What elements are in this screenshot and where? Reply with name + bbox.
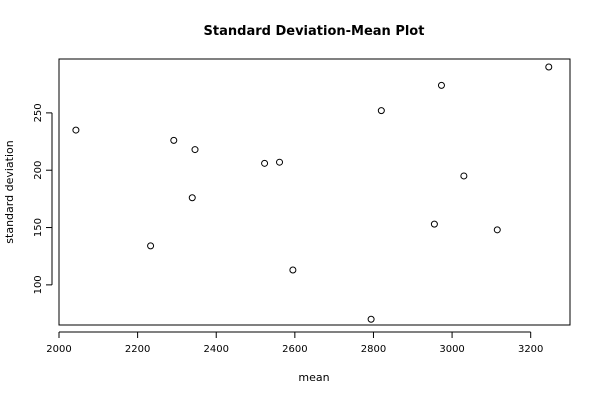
x-tick-label: 2400 xyxy=(204,344,229,355)
data-point xyxy=(170,136,178,144)
data-point xyxy=(261,159,269,167)
data-point xyxy=(377,107,385,115)
data-point xyxy=(545,63,553,71)
data-point xyxy=(276,158,284,166)
data-points xyxy=(72,63,553,323)
y-tick-label: 150 xyxy=(33,218,44,237)
x-axis-label: mean xyxy=(298,371,329,384)
data-point xyxy=(367,315,375,323)
y-tick-label: 250 xyxy=(33,103,44,122)
data-point xyxy=(430,220,438,228)
x-tick-label: 2200 xyxy=(125,344,150,355)
x-tick-label: 2600 xyxy=(282,344,307,355)
x-tick-label: 3000 xyxy=(439,344,464,355)
data-point xyxy=(191,146,199,154)
data-point xyxy=(147,242,155,250)
data-point xyxy=(493,226,501,234)
y-tick-label: 200 xyxy=(33,161,44,180)
data-point xyxy=(289,266,297,274)
x-axis: 2000 2200 2400 2600 2800 3000 3200 xyxy=(46,331,543,355)
y-tick-label: 100 xyxy=(33,275,44,294)
data-point xyxy=(188,194,196,202)
x-tick-label: 2000 xyxy=(46,344,71,355)
x-tick-label: 3200 xyxy=(518,344,543,355)
y-axis: 100 150 200 250 xyxy=(33,103,53,294)
plot-frame xyxy=(58,58,571,326)
chart-title: Standard Deviation-Mean Plot xyxy=(204,24,425,39)
x-tick-label: 2800 xyxy=(361,344,386,355)
data-point xyxy=(72,126,80,134)
y-axis-label: standard deviation xyxy=(3,140,16,243)
data-point xyxy=(437,81,445,89)
data-point xyxy=(460,172,468,180)
